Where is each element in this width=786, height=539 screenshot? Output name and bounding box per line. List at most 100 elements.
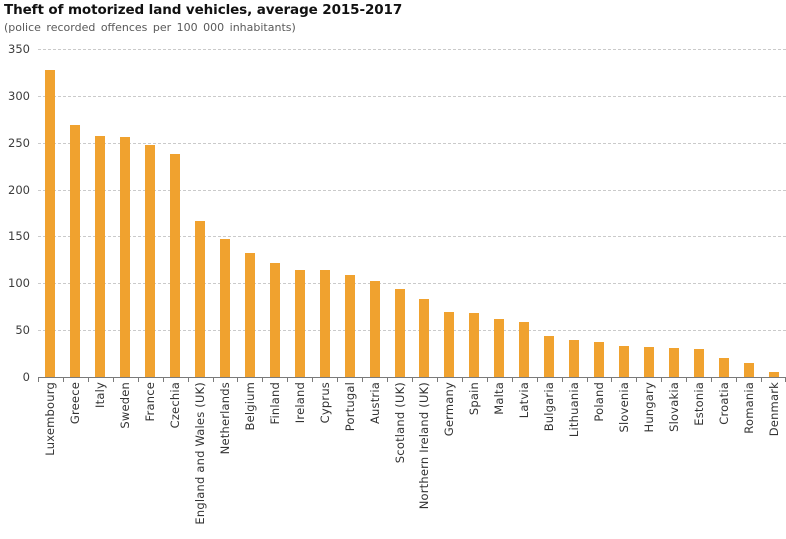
axis-tick (337, 378, 339, 382)
chart-title: Theft of motorized land vehicles, averag… (4, 2, 403, 18)
gridline (38, 95, 786, 97)
bar (195, 221, 206, 377)
bar (145, 144, 156, 377)
y-tick-label: 250 (8, 135, 30, 150)
x-category-label: France (143, 382, 158, 422)
x-category-label: England and Wales (UK) (193, 382, 208, 525)
bar (643, 347, 654, 377)
x-category-label: Finland (267, 382, 282, 425)
bar (319, 270, 330, 377)
y-tick-label: 150 (8, 229, 30, 244)
x-category-label: Poland (592, 382, 606, 422)
axis-tick (661, 378, 663, 382)
y-tick-label: 200 (8, 182, 30, 197)
axis-tick (362, 378, 364, 382)
axis-tick (761, 378, 763, 382)
x-category-label: Croatia (716, 382, 731, 425)
y-tick-label: 350 (8, 42, 30, 56)
bar (519, 321, 530, 377)
x-category-label: Ireland (292, 382, 307, 424)
x-category-label: Scotland (UK) (392, 382, 407, 464)
x-category-label: Malta (492, 382, 507, 415)
x-category-label: Sweden (118, 382, 133, 429)
axis-tick (187, 378, 189, 382)
x-category-label: Northern Ireland (UK) (417, 382, 432, 510)
gridline (38, 142, 786, 144)
gridline (38, 283, 786, 285)
x-category-label: Slovakia (666, 382, 681, 432)
bar (419, 299, 430, 377)
x-category-label: Denmark (766, 382, 781, 437)
axis-tick (686, 378, 688, 382)
axis-tick (262, 378, 264, 382)
x-category-label: Bulgaria (542, 382, 557, 432)
y-tick-label: 300 (8, 88, 30, 103)
x-category-label: Latvia (517, 382, 532, 419)
gridline (38, 189, 786, 191)
axis-tick (412, 378, 413, 382)
bar (768, 372, 779, 377)
x-axis-line (38, 377, 786, 378)
x-category-label: Spain (467, 382, 482, 416)
axis-tick (137, 378, 139, 382)
axis-tick (112, 378, 114, 382)
chart-subtitle: (police recorded offences per 100 000 in… (4, 21, 296, 34)
axis-tick (38, 378, 39, 382)
bar (244, 253, 255, 377)
bar (170, 153, 181, 377)
axis-tick (212, 378, 214, 382)
bar (269, 262, 280, 377)
axis-tick (711, 378, 713, 382)
bar (394, 288, 405, 377)
bar (294, 270, 305, 377)
axis-tick (611, 378, 613, 382)
x-category-label: Slovenia (616, 382, 631, 433)
y-tick-label: 0 (22, 370, 30, 384)
x-category-label: Luxembourg (43, 382, 58, 456)
x-category-label: Romania (741, 382, 756, 434)
bar (569, 340, 580, 377)
axis-tick (736, 378, 738, 382)
axis-tick (561, 378, 563, 382)
bar (344, 274, 355, 377)
gridline (38, 49, 786, 50)
x-category-label: Cyprus (317, 382, 332, 424)
plot-area (38, 49, 786, 378)
bar (220, 239, 230, 377)
bar (718, 358, 729, 377)
x-category-label: Italy (93, 382, 108, 408)
bar (444, 312, 455, 377)
bar (70, 124, 81, 377)
x-category-label: Estonia (691, 382, 706, 426)
axis-tick (536, 378, 538, 382)
bar (743, 362, 754, 377)
axis-tick (636, 378, 638, 382)
y-tick-label: 50 (15, 323, 30, 338)
axis-tick (586, 378, 588, 382)
x-category-label: Belgium (242, 382, 257, 431)
axis-tick (486, 378, 488, 382)
axis-tick (162, 378, 164, 382)
bar (120, 137, 131, 377)
axis-tick (237, 378, 239, 382)
x-axis-ticks (38, 378, 786, 383)
axis-tick (87, 378, 89, 382)
bar (469, 313, 480, 377)
bar (544, 335, 555, 377)
gridline (38, 330, 786, 332)
axis-tick (461, 378, 463, 382)
x-category-label: Netherlands (218, 382, 232, 455)
x-category-label: Hungary (641, 382, 656, 433)
bar (693, 348, 704, 377)
bar (618, 346, 629, 377)
x-category-label: Greece (68, 382, 83, 425)
axis-tick (62, 378, 64, 382)
x-category-label: Austria (367, 382, 382, 425)
x-axis-labels: Luxembourg Greece Italy Sweden France Czechia… (38, 382, 786, 539)
bar (494, 318, 505, 377)
axis-tick (387, 378, 389, 382)
axis-tick (511, 378, 513, 382)
x-category-label: Lithuania (567, 382, 582, 438)
axis-tick (287, 378, 289, 382)
